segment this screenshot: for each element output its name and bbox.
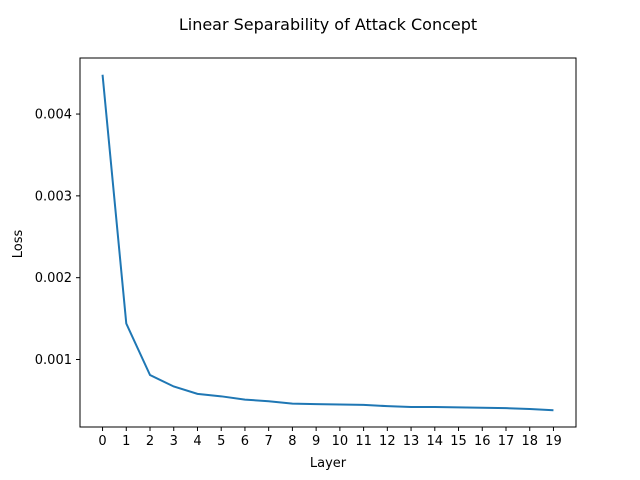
x-tick-label: 12: [379, 434, 396, 449]
x-tick-label: 4: [193, 434, 201, 449]
x-tick-label: 11: [355, 434, 372, 449]
y-axis-label: Loss: [11, 230, 26, 259]
x-tick-label: 18: [521, 434, 538, 449]
x-tick-label: 8: [288, 434, 296, 449]
x-tick-label: 0: [98, 434, 106, 449]
series-line-loss: [101, 74, 554, 412]
x-tick-label: 1: [122, 434, 130, 449]
x-tick-label: 2: [146, 434, 154, 449]
plot-frame: [79, 57, 577, 428]
x-tick-label: 17: [498, 434, 515, 449]
x-tick-label: 6: [241, 434, 249, 449]
x-tick-label: 14: [427, 434, 444, 449]
x-tick-label: 3: [170, 434, 178, 449]
x-axis-ticks: 0 1 2 3 4 5 6 7 8 9 10 11 12 13 14 15 16 17 18 19: [98, 427, 562, 449]
x-tick-label: 9: [312, 434, 320, 449]
x-tick-label: 10: [332, 434, 349, 449]
plot-area: 0 1 2 3 4 5 6 7 8 9 10 11 12 13 14 15 16 17 18 19 0.0010.00…: [35, 57, 577, 449]
x-tick-label: 7: [265, 434, 273, 449]
x-tick-label: 19: [545, 434, 562, 449]
y-axis-ticks: 0.001 0.002 0.003 0.004: [35, 108, 80, 368]
y-tick-label: 0.002: [35, 271, 72, 286]
y-tick-label: 0.004: [35, 108, 72, 123]
chart-title: Linear Separability of Attack Concept: [179, 15, 477, 34]
y-tick-label: 0.001: [35, 353, 72, 368]
x-tick-label: 16: [474, 434, 491, 449]
x-tick-label: 13: [403, 434, 420, 449]
y-tick-label: 0.003: [35, 189, 72, 204]
x-tick-label: 5: [217, 434, 225, 449]
x-tick-label: 15: [450, 434, 467, 449]
x-axis-label: Layer: [310, 456, 347, 471]
